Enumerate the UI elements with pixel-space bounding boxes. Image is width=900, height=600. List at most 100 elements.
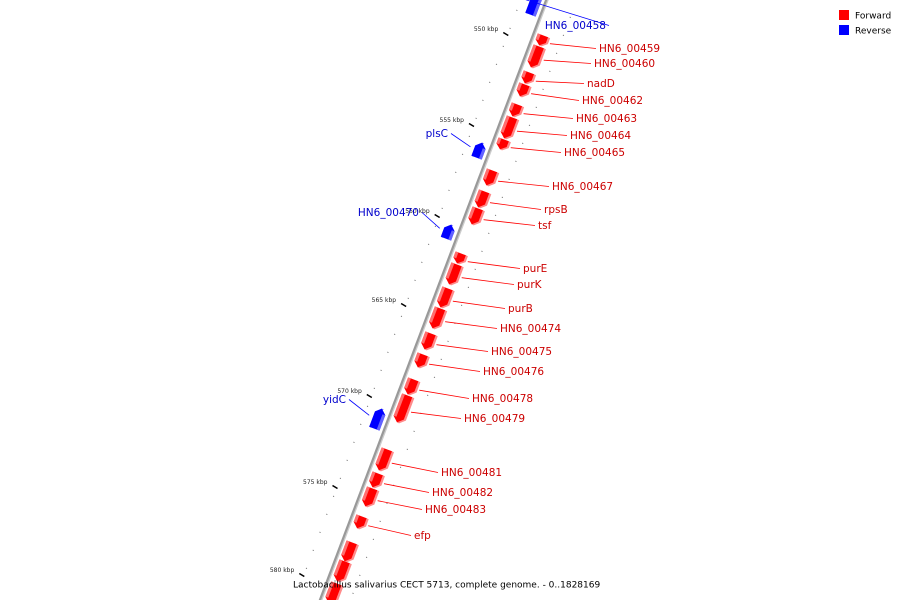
gene-arrow-side — [457, 255, 468, 265]
tick-mark — [400, 302, 407, 308]
tick-minor — [455, 171, 457, 173]
tick-minor — [516, 9, 518, 11]
gene-label[interactable]: efp — [414, 530, 431, 542]
gene-HN6_00460[interactable] — [527, 44, 546, 69]
gene-label[interactable]: HN6_00465 — [564, 147, 625, 159]
gene-HN6_00470[interactable] — [440, 224, 455, 241]
gene-HN6_00478[interactable] — [404, 377, 421, 396]
gene-label[interactable]: nadD — [587, 78, 615, 90]
gene-label[interactable]: purE — [523, 263, 547, 275]
gene-tsf[interactable] — [468, 206, 485, 226]
gene-HN6_00462[interactable] — [516, 82, 532, 98]
gene-unlabeled[interactable] — [325, 581, 344, 600]
gene-unlabeled[interactable] — [341, 540, 359, 563]
gene-label[interactable]: HN6_00479 — [464, 413, 525, 425]
tick-minor — [555, 52, 558, 54]
gene-label[interactable]: HN6_00481 — [441, 467, 502, 479]
gene-label[interactable]: HN6_00478 — [472, 393, 533, 405]
gene-HN6_00475[interactable] — [421, 331, 438, 351]
tick-minor — [427, 243, 430, 245]
gene-yidC[interactable] — [369, 408, 386, 431]
gene-label[interactable]: HN6_00483 — [425, 504, 486, 516]
gene-HN6_00483[interactable] — [362, 486, 380, 508]
gene-HN6_00464[interactable] — [500, 115, 520, 140]
gene-arrow-side — [417, 356, 430, 369]
gene-purK[interactable] — [445, 262, 464, 286]
tick-minor — [386, 502, 388, 504]
gene-plsC[interactable] — [471, 142, 486, 160]
gene-label[interactable]: HN6_00470 — [358, 207, 419, 219]
gene-leader-line — [516, 130, 568, 136]
gene-label[interactable]: HN6_00459 — [599, 43, 660, 55]
gene-label[interactable]: purB — [508, 303, 533, 315]
gene-label[interactable]: HN6_00460 — [594, 58, 655, 70]
gene-label[interactable]: tsf — [538, 220, 552, 232]
tick-minor — [413, 430, 415, 432]
legend-forward-label: Forward — [855, 12, 891, 22]
tick-minor — [521, 142, 524, 144]
tick-minor — [434, 225, 437, 227]
gene-leader-line — [523, 113, 574, 119]
gene-HN6_00459[interactable] — [535, 33, 551, 47]
gene-purE[interactable] — [453, 251, 468, 265]
gene-HN6_00463[interactable] — [509, 102, 525, 118]
gene-arrow-side — [335, 585, 344, 600]
gene-unlabeled[interactable] — [333, 559, 352, 583]
gene-label[interactable]: HN6_00462 — [582, 95, 643, 107]
gene-arrow-top — [516, 82, 523, 91]
tick-minor — [421, 261, 423, 263]
gene-label[interactable]: HN6_00464 — [570, 130, 631, 142]
gene-arrow-side — [512, 106, 525, 118]
tick-minor — [326, 513, 328, 515]
gene-label[interactable]: rpsB — [544, 204, 568, 216]
gene-label[interactable]: purK — [517, 279, 543, 291]
gene-HN6_00467[interactable] — [483, 168, 500, 187]
tick-minor — [569, 16, 571, 18]
gene-HN6_00479[interactable] — [393, 393, 415, 424]
gene-arrow-top — [375, 447, 385, 465]
gene-label[interactable]: HN6_00463 — [576, 113, 637, 125]
gene-arrow-top — [429, 306, 438, 323]
tick-minor — [346, 459, 348, 461]
tick-minor — [414, 279, 416, 281]
tick-minor — [528, 124, 531, 126]
tick-minor — [319, 531, 321, 533]
gene-label[interactable]: HN6_00476 — [483, 366, 544, 378]
gene-arrow-top — [474, 189, 482, 202]
gene-leader-line — [525, 0, 610, 26]
tick-minor — [542, 88, 544, 90]
tick-minor — [298, 585, 301, 587]
gene-HN6_00476[interactable] — [414, 352, 430, 369]
tick-label: 550 kbp — [474, 26, 499, 33]
gene-arrow-top — [527, 44, 537, 62]
gene-rpsB[interactable] — [474, 189, 492, 209]
gene-HN6_00482[interactable] — [369, 471, 385, 489]
gene-leader-line — [549, 43, 597, 49]
gene-arrow-top — [478, 148, 486, 160]
gene-label[interactable]: HN6_00482 — [432, 487, 493, 499]
gene-arrow-side — [397, 397, 415, 424]
gene-label[interactable]: plsC — [426, 128, 448, 140]
gene-arrow-top — [483, 168, 490, 180]
tick-minor — [379, 520, 381, 522]
tick-minor — [474, 268, 476, 270]
tick-minor — [502, 45, 504, 47]
tick-minor — [467, 286, 470, 288]
gene-arrow-side — [519, 86, 532, 98]
gene-label[interactable]: yidC — [323, 394, 346, 406]
tick-label: 555 kbp — [440, 117, 465, 124]
gene-label[interactable]: HN6_00475 — [491, 346, 552, 358]
gene-HN6_00465[interactable] — [496, 137, 511, 151]
gene-efp[interactable] — [353, 514, 369, 530]
gene-HN6_00481[interactable] — [375, 447, 395, 472]
gene-HN6_00474[interactable] — [429, 306, 448, 330]
gene-nadD[interactable] — [521, 70, 537, 85]
gene-leader-line — [535, 80, 585, 84]
gene-leader-line — [377, 500, 423, 510]
gene-label[interactable]: HN6_00467 — [552, 181, 613, 193]
gene-label[interactable]: HN6_00474 — [500, 323, 561, 335]
legend-reverse-swatch — [839, 25, 849, 35]
gene-purB[interactable] — [437, 286, 455, 309]
gene-label[interactable]: HN6_00458 — [545, 20, 606, 32]
